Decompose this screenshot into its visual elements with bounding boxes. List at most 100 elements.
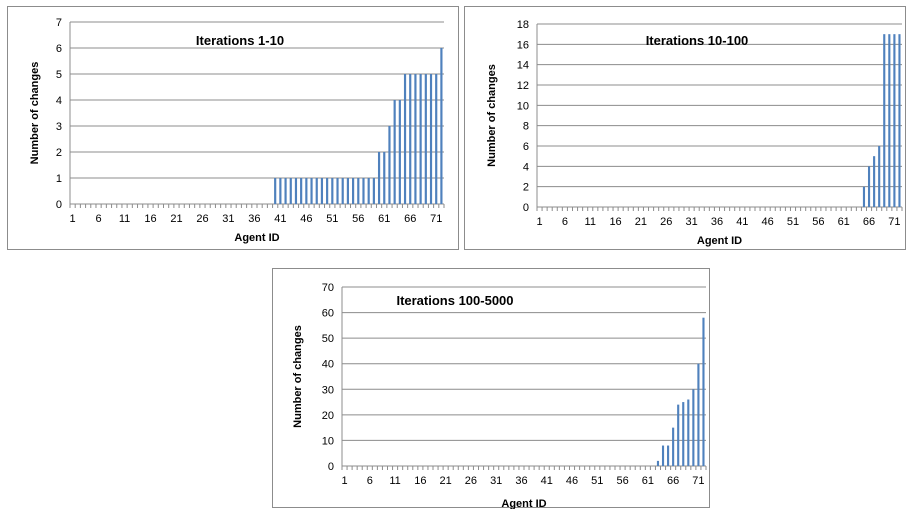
bar-agent-44 [294,178,298,204]
x-tick-label: 41 [541,475,553,487]
x-tick-label: 21 [440,475,452,487]
y-tick-label: 60 [322,308,334,320]
bar-agent-64 [661,445,665,466]
bar-agent-71 [893,34,896,208]
bar-agent-43 [289,178,292,204]
y-tick-label: 40 [322,359,334,371]
y-tick-label: 0 [328,461,334,473]
bar-agent-72 [440,48,443,204]
x-tick-label: 51 [326,213,338,225]
y-tick-label: 6 [523,141,529,153]
y-axis-label: Number of changes [486,64,498,167]
x-tick-label: 56 [616,475,628,487]
bar-agent-42 [284,178,287,204]
x-tick-label: 36 [711,216,723,228]
x-tick-label: 71 [430,213,442,225]
y-tick-label: 4 [523,161,529,173]
x-tick-label: 26 [465,475,477,487]
bar-agent-40 [274,178,277,204]
x-tick-label: 1 [536,216,542,228]
y-tick-label: 10 [322,435,334,447]
bar-agent-46 [305,178,308,204]
bar-agent-65 [862,186,866,207]
bar-agent-69 [883,34,886,208]
bar-agent-70 [429,74,433,204]
x-tick-label: 41 [274,213,286,225]
y-axis-label: Number of changes [29,62,41,165]
bar-agent-69 [687,399,690,466]
y-tick-label: 8 [523,121,529,133]
bar-agent-66 [409,74,412,204]
bar-agent-50 [326,178,329,204]
bar-agent-68 [419,74,422,204]
x-tick-label: 46 [762,216,774,228]
x-axis-label: Agent ID [697,235,742,247]
x-axis-label: Agent ID [234,232,279,244]
x-tick-label: 71 [888,216,900,228]
y-tick-label: 1 [56,173,62,185]
y-tick-label: 50 [322,333,334,345]
x-tick-label: 66 [667,475,679,487]
bar-agent-71 [435,74,438,204]
bar-agent-69 [424,74,427,204]
chart-title: Iterations 10-100 [646,33,749,48]
y-tick-label: 12 [517,80,529,92]
bar-agent-47 [310,178,313,204]
bar-agent-59 [372,178,375,204]
x-tick-label: 21 [635,216,647,228]
bar-agent-66 [867,166,871,207]
x-tick-label: 66 [404,213,416,225]
x-tick-label: 36 [248,213,260,225]
x-tick-label: 16 [414,475,426,487]
x-tick-label: 16 [609,216,621,228]
x-tick-label: 6 [562,216,568,228]
bar-agent-64 [398,100,401,204]
bar-agent-45 [300,178,303,204]
x-tick-label: 51 [787,216,799,228]
x-tick-label: 51 [591,475,603,487]
bar-agent-68 [878,146,881,207]
x-tick-label: 1 [341,475,347,487]
x-tick-label: 41 [736,216,748,228]
x-tick-label: 46 [300,213,312,225]
bar-agent-70 [692,389,695,466]
x-tick-label: 1 [70,213,76,225]
y-tick-label: 4 [56,95,62,107]
x-tick-label: 31 [222,213,234,225]
bar-agent-68 [682,402,685,466]
y-tick-label: 16 [517,39,529,51]
y-axis-label: Number of changes [292,325,304,428]
y-tick-label: 2 [56,147,62,159]
bar-agent-72 [702,317,705,466]
bar-agent-72 [898,34,901,208]
bar-agent-58 [367,178,370,204]
x-tick-label: 61 [642,475,654,487]
chart-panel-iterations-1-10: 0 1 2 3 4 5 6 7 1 6 11 16 21 26 31 36 41 46 51 56 61 66 71 Iter… [7,6,459,250]
y-tick-label: 6 [56,43,62,55]
bar-agent-48 [315,178,318,204]
x-tick-label: 16 [144,213,156,225]
bar-agent-71 [697,363,700,466]
y-tick-label: 0 [523,202,529,214]
x-tick-label: 61 [838,216,850,228]
bar-agent-61 [383,152,386,204]
y-tick-label: 30 [322,384,334,396]
x-tick-label: 56 [812,216,824,228]
chart-title: Iterations 100-5000 [396,293,513,308]
y-tick-label: 10 [517,100,529,112]
bar-agent-67 [873,156,876,207]
x-tick-label: 21 [170,213,182,225]
x-tick-label: 11 [119,213,130,225]
bar-agent-70 [888,34,891,208]
y-tick-label: 7 [56,17,62,29]
y-tick-label: 70 [322,282,334,294]
y-tick-label: 18 [517,19,529,31]
bar-agent-41 [279,178,282,204]
x-tick-label: 71 [692,475,704,487]
y-tick-label: 5 [56,69,62,81]
chart-title: Iterations 1-10 [196,33,284,48]
bar-agent-52 [336,178,339,204]
x-tick-label: 6 [367,475,373,487]
